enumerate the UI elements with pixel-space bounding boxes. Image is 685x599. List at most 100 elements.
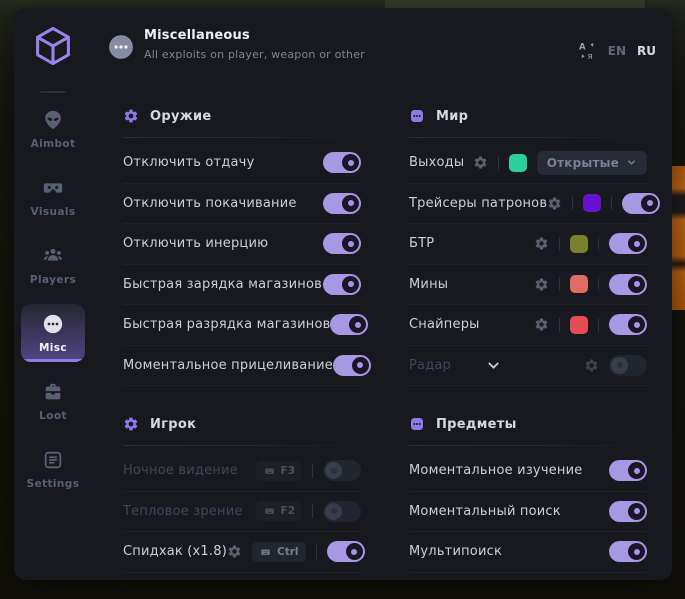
sidebar-item-loot[interactable]: Loot xyxy=(21,372,85,430)
hotkey-badge[interactable]: F3 xyxy=(255,460,302,481)
row-fast-unload: Быстрая разрядка магазинов xyxy=(123,305,369,346)
toggle-knob xyxy=(342,194,359,212)
toggle[interactable] xyxy=(609,273,647,295)
divider xyxy=(572,196,574,211)
section-player: Игрок Ночное видение F3 Тепловое зрение xyxy=(123,416,365,573)
toggle[interactable] xyxy=(609,460,647,482)
toggle[interactable] xyxy=(323,273,361,295)
row-night-vision: Ночное видение F3 xyxy=(123,451,361,492)
toggle[interactable] xyxy=(323,460,361,482)
toggle[interactable] xyxy=(323,152,361,174)
sidebar-divider xyxy=(40,91,66,93)
row-exits: Выходы Открытые xyxy=(409,143,647,184)
toggle-knob xyxy=(628,235,645,253)
row-speedhack: Спидхак (x1.8) Ctrl xyxy=(123,532,365,573)
section-divider xyxy=(123,137,361,138)
row-radar: Радар xyxy=(409,346,647,386)
gear-icon[interactable] xyxy=(534,236,549,251)
app-window: Miscellaneous All exploits on player, we… xyxy=(14,8,672,580)
toggle-knob xyxy=(351,356,369,374)
gear-icon[interactable] xyxy=(473,155,488,170)
chevron-down-icon[interactable] xyxy=(485,357,502,374)
gear-icon[interactable] xyxy=(584,358,599,373)
lang-en-button[interactable]: EN xyxy=(607,43,627,58)
toggle-knob xyxy=(628,543,645,561)
row-multisearch: Мультипоиск xyxy=(409,532,647,573)
divider xyxy=(559,317,560,332)
background-texture xyxy=(385,0,645,9)
keyboard-icon xyxy=(261,549,270,555)
divider xyxy=(598,277,599,292)
divider xyxy=(497,155,499,170)
keyboard-icon xyxy=(264,508,274,515)
gear-icon[interactable] xyxy=(227,544,242,559)
app-logo-icon xyxy=(36,26,70,66)
hotkey-badge[interactable]: Ctrl xyxy=(251,541,306,562)
toggle[interactable] xyxy=(323,192,361,214)
dots-square-icon xyxy=(411,418,423,430)
sidebar: Aimbot Visuals Players Misc xyxy=(21,100,85,508)
svg-text:я: я xyxy=(587,52,592,60)
toggle[interactable] xyxy=(609,541,647,563)
color-swatch[interactable] xyxy=(508,153,527,172)
sidebar-item-aimbot[interactable]: Aimbot xyxy=(21,100,85,158)
color-swatch[interactable] xyxy=(583,194,602,213)
toggle-knob xyxy=(628,462,645,480)
section-divider xyxy=(409,137,647,138)
toggle-knob xyxy=(349,316,367,334)
divider xyxy=(598,236,599,251)
toggle[interactable] xyxy=(323,500,361,522)
toggle-knob xyxy=(641,194,659,212)
settings-list-icon xyxy=(44,451,62,468)
row-no-recoil: Отключить отдачу xyxy=(123,143,361,184)
gear-icon[interactable] xyxy=(534,317,549,332)
keyboard-icon xyxy=(264,468,274,474)
gear-icon[interactable] xyxy=(534,277,549,292)
lang-ru-button[interactable]: RU xyxy=(637,43,656,58)
toggle-knob xyxy=(345,543,363,561)
toggle[interactable] xyxy=(326,541,365,563)
toggle-knob xyxy=(628,502,645,520)
page-title: Miscellaneous xyxy=(144,28,250,43)
color-swatch[interactable] xyxy=(570,234,588,253)
row-no-sway: Отключить покачивание xyxy=(123,184,361,224)
sidebar-item-visuals[interactable]: Visuals xyxy=(21,168,85,226)
section-weapon: Оружие Отключить отдачу Отключить покачи… xyxy=(123,108,371,386)
divider xyxy=(315,544,317,559)
chevron-down-icon xyxy=(628,160,635,166)
page-subtitle: All exploits on player, weapon or other xyxy=(144,48,365,61)
toggle[interactable] xyxy=(622,192,661,214)
toggle[interactable] xyxy=(330,314,369,336)
row-no-inertia: Отключить инерцию xyxy=(123,224,361,265)
color-swatch[interactable] xyxy=(570,315,588,334)
toggle-knob xyxy=(342,235,359,253)
toggle[interactable] xyxy=(609,233,647,255)
toggle[interactable] xyxy=(323,233,361,255)
toggle[interactable] xyxy=(332,354,371,376)
players-group-icon xyxy=(43,248,63,261)
toggle-knob xyxy=(628,275,645,293)
hotkey-badge[interactable]: F2 xyxy=(255,501,302,522)
sidebar-item-players[interactable]: Players xyxy=(21,236,85,294)
gear-icon[interactable] xyxy=(547,196,562,211)
svg-text:A: A xyxy=(579,43,586,53)
toggle[interactable] xyxy=(609,354,647,376)
ellipsis-circle-icon xyxy=(43,314,63,333)
sidebar-item-misc[interactable]: Misc xyxy=(21,304,85,362)
row-instant-ads: Моментальное прицеливание xyxy=(123,346,371,386)
sidebar-item-settings[interactable]: Settings xyxy=(21,440,85,498)
section-divider xyxy=(409,445,647,446)
divider xyxy=(559,277,560,292)
toggle[interactable] xyxy=(609,500,647,522)
gear-icon xyxy=(124,417,138,431)
row-thermal-vision: Тепловое зрение F2 xyxy=(123,492,361,532)
exits-dropdown[interactable]: Открытые xyxy=(536,150,647,175)
toggle[interactable] xyxy=(609,314,647,336)
toggle-knob xyxy=(325,502,342,520)
section-title: Игрок xyxy=(150,416,197,432)
toggle-knob xyxy=(628,316,645,334)
color-swatch[interactable] xyxy=(570,275,588,294)
vr-goggles-icon xyxy=(43,182,63,193)
toggle-knob xyxy=(342,154,359,172)
background-game-fragment xyxy=(672,166,685,310)
